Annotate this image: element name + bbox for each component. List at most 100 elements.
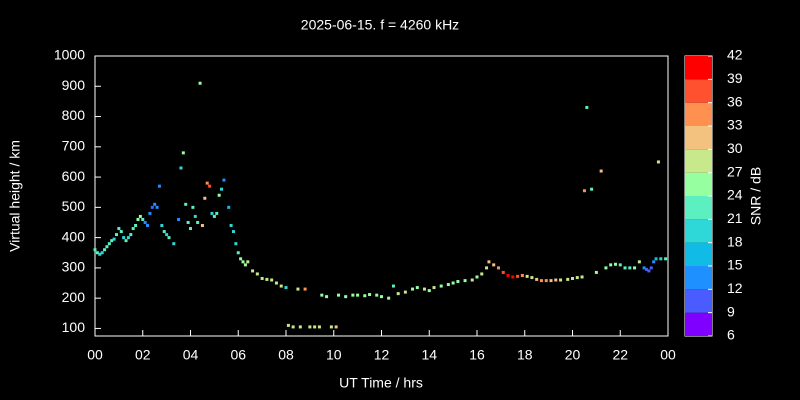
- data-point: [649, 266, 653, 270]
- data-point: [203, 196, 207, 200]
- data-point: [270, 278, 274, 282]
- data-point: [623, 266, 627, 270]
- data-point: [387, 296, 391, 300]
- data-point: [296, 287, 300, 291]
- data-point: [286, 323, 290, 327]
- data-point: [544, 279, 548, 283]
- colorbar-band: [685, 102, 712, 126]
- data-point: [246, 260, 250, 264]
- colorbar-tick-label: 18: [727, 233, 743, 249]
- data-point: [124, 239, 128, 243]
- data-point: [114, 233, 118, 237]
- data-point: [645, 267, 649, 271]
- data-point: [575, 276, 579, 280]
- data-point: [222, 178, 226, 182]
- y-tick-label: 900: [62, 77, 86, 93]
- data-point: [664, 257, 668, 261]
- data-point: [356, 293, 360, 297]
- data-point: [411, 287, 415, 291]
- y-tick-label: 400: [62, 228, 86, 244]
- data-point: [415, 286, 419, 290]
- colorbar-tick-label: 12: [727, 280, 743, 296]
- data-point: [205, 181, 209, 185]
- data-point: [100, 251, 104, 255]
- plot-frame: [94, 55, 669, 337]
- data-point: [446, 283, 450, 287]
- data-point: [351, 293, 355, 297]
- x-tick-label: 10: [326, 347, 342, 363]
- data-point: [265, 277, 269, 281]
- x-tick-label: 00: [660, 347, 676, 363]
- data-point: [279, 284, 283, 288]
- data-point: [239, 257, 243, 261]
- data-point: [193, 214, 197, 218]
- colorbar-band: [685, 149, 712, 173]
- data-point: [580, 275, 584, 279]
- data-point: [633, 266, 637, 270]
- colorbar-tick-label: 24: [727, 187, 743, 203]
- data-point: [313, 325, 317, 329]
- colorbar-tick-label: 21: [727, 210, 743, 226]
- data-point: [308, 325, 312, 329]
- data-point: [184, 202, 188, 206]
- data-point: [234, 242, 238, 246]
- colorbar-label: SNR / dB: [748, 167, 764, 225]
- colorbar-band: [685, 126, 712, 150]
- data-point: [525, 274, 529, 278]
- data-point: [105, 245, 109, 249]
- data-point: [582, 189, 586, 193]
- data-point: [134, 224, 138, 228]
- data-point: [337, 293, 341, 297]
- x-tick-label: 02: [135, 347, 151, 363]
- data-point: [141, 217, 145, 221]
- data-point: [153, 202, 157, 206]
- y-tick-label: 100: [62, 319, 86, 335]
- colorbar-band: [685, 79, 712, 103]
- data-point: [177, 217, 181, 221]
- data-point: [255, 272, 259, 276]
- data-point: [241, 260, 245, 264]
- data-point: [117, 227, 121, 231]
- data-point: [427, 289, 431, 293]
- x-tick-label: 22: [612, 347, 628, 363]
- data-point: [439, 284, 443, 288]
- data-point: [220, 187, 224, 191]
- data-point: [470, 278, 474, 282]
- data-point: [143, 220, 147, 224]
- data-point: [122, 236, 126, 240]
- data-point: [511, 275, 515, 279]
- data-point: [451, 281, 455, 285]
- data-point: [119, 230, 123, 234]
- colorbar-tick-label: 33: [727, 117, 743, 133]
- colorbar-band: [685, 242, 712, 266]
- data-point: [652, 260, 656, 264]
- data-point: [198, 81, 202, 85]
- data-point: [110, 239, 114, 243]
- colorbar-band: [685, 219, 712, 243]
- x-tick-label: 00: [87, 347, 103, 363]
- data-point: [260, 276, 264, 280]
- data-point: [590, 187, 594, 191]
- data-point: [585, 105, 589, 109]
- data-point: [344, 295, 348, 299]
- data-point: [320, 293, 324, 297]
- colorbar-tick-label: 27: [727, 163, 743, 179]
- data-point: [363, 294, 367, 298]
- data-point: [599, 169, 603, 173]
- data-point: [167, 236, 171, 240]
- x-tick-label: 12: [374, 347, 390, 363]
- data-point: [160, 224, 164, 228]
- data-point: [210, 211, 214, 215]
- data-point: [485, 266, 489, 270]
- data-point: [243, 263, 247, 267]
- x-tick-label: 18: [517, 347, 533, 363]
- data-point: [609, 263, 613, 267]
- data-point: [487, 260, 491, 264]
- data-point: [329, 325, 333, 329]
- y-tick-label: 1000: [54, 47, 85, 63]
- data-point: [179, 166, 183, 170]
- data-point: [516, 274, 520, 278]
- data-point: [215, 211, 219, 215]
- colorbar-band: [685, 172, 712, 196]
